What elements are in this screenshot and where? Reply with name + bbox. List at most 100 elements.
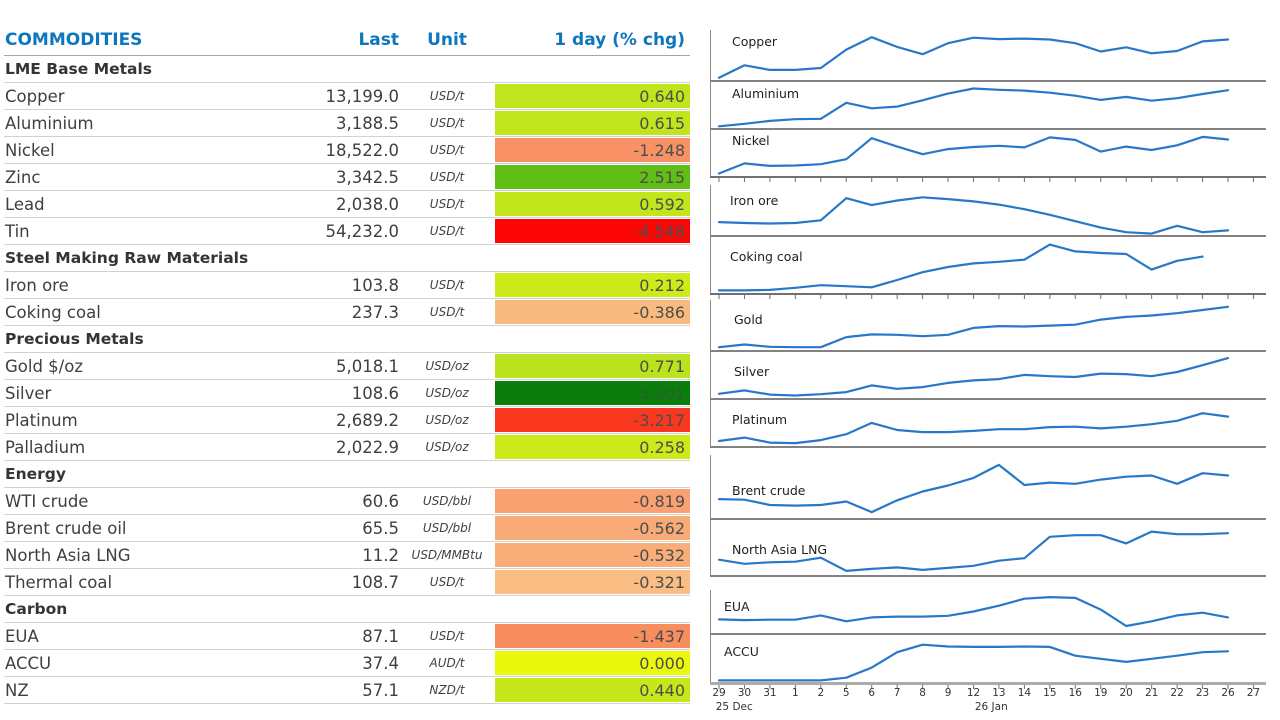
commodity-name: Brent crude oil bbox=[5, 518, 127, 538]
x-tick-label: 27 bbox=[1246, 687, 1261, 699]
last-value: 2,022.9 bbox=[336, 437, 399, 457]
unit-label: NZD/t bbox=[429, 683, 465, 697]
x-tick-label: 5 bbox=[842, 687, 850, 699]
x-tick-label: 8 bbox=[919, 687, 926, 699]
sparkline-north-asia-lng bbox=[717, 530, 1230, 573]
section-title: Energy bbox=[5, 465, 66, 483]
last-value: 37.4 bbox=[362, 653, 399, 673]
last-value: 60.6 bbox=[362, 491, 399, 511]
sparkline-gold bbox=[717, 305, 1230, 349]
chart-label-accu: ACCU bbox=[724, 644, 759, 659]
chart-label-brent-crude: Brent crude bbox=[732, 483, 806, 498]
commodity-name: Tin bbox=[5, 221, 30, 241]
unit-label: USD/MMBtu bbox=[411, 548, 483, 562]
chart-label-platinum: Platinum bbox=[732, 412, 788, 427]
commodity-name: Lead bbox=[5, 194, 45, 214]
one-day-change-cell: -3.217 bbox=[495, 408, 690, 432]
x-sublabel: 25 Dec bbox=[715, 701, 753, 713]
table-row-eua: EUA 87.1 USD/t -1.437 bbox=[4, 623, 690, 650]
sparkline-panel-nickel: Nickel bbox=[710, 130, 1266, 182]
section-title: Steel Making Raw Materials bbox=[5, 249, 249, 267]
sparkline-svg-accu bbox=[710, 635, 1266, 689]
commodity-name: Iron ore bbox=[5, 275, 69, 295]
table-row-iron-ore: Iron ore 103.8 USD/t 0.212 bbox=[4, 272, 690, 299]
chart-label-nickel: Nickel bbox=[732, 133, 770, 148]
commodity-name: Copper bbox=[5, 86, 65, 106]
sparkline-panel-platinum: Platinum bbox=[710, 400, 1266, 448]
chart-group-2: Gold Silver Platinum bbox=[710, 300, 1266, 448]
sparkline-svg-eua bbox=[710, 590, 1266, 635]
table-row-north-asia-lng: North Asia LNG 11.2 USD/MMBtu -0.532 bbox=[4, 542, 690, 569]
sparkline-iron-ore bbox=[717, 196, 1230, 235]
x-tick-label: 26 bbox=[1221, 687, 1235, 699]
section-header-steel-making-raw-materials: Steel Making Raw Materials bbox=[4, 245, 690, 272]
last-value: 237.3 bbox=[351, 302, 399, 322]
one-day-change-cell: -1.248 bbox=[495, 138, 690, 162]
sparkline-svg-nickel bbox=[710, 130, 1266, 182]
chart-label-aluminium: Aluminium bbox=[732, 86, 800, 101]
sparkline-panel-iron-ore: Iron ore bbox=[710, 185, 1266, 237]
unit-label: USD/oz bbox=[425, 386, 469, 400]
one-day-change-cell: -0.819 bbox=[495, 489, 690, 513]
unit-label: USD/oz bbox=[425, 359, 469, 373]
table-row-accu: ACCU 37.4 AUD/t 0.000 bbox=[4, 650, 690, 677]
x-tick-label: 20 bbox=[1119, 687, 1133, 699]
unit-label: USD/t bbox=[429, 575, 465, 589]
commodity-name: Palladium bbox=[5, 437, 86, 457]
unit-label: AUD/t bbox=[429, 656, 465, 670]
sparkline-panel-brent-crude: Brent crude bbox=[710, 455, 1266, 520]
table-row-aluminium: Aluminium 3,188.5 USD/t 0.615 bbox=[4, 110, 690, 137]
table-row-lead: Lead 2,038.0 USD/t 0.592 bbox=[4, 191, 690, 218]
unit-label: USD/t bbox=[429, 197, 465, 211]
one-day-change-cell: -4.548 bbox=[495, 219, 690, 243]
sparkline-svg-north-asia-lng bbox=[710, 520, 1266, 577]
sparkline-panel-eua: EUA bbox=[710, 590, 1266, 635]
commodity-name: Aluminium bbox=[5, 113, 94, 133]
commodity-name: ACCU bbox=[5, 653, 52, 673]
sparkline-accu bbox=[717, 643, 1230, 682]
sparkline-panel-copper: Copper bbox=[710, 30, 1266, 82]
chart-x-axis-labels: 29 30 31 1 2 5 6 7 8 9 12 13 14 15 16 19 20 21 22 23 26 27 25 … bbox=[710, 687, 1266, 717]
table-row-silver: Silver 108.6 USD/oz 5.201 bbox=[4, 380, 690, 407]
one-day-change-cell: 0.592 bbox=[495, 192, 690, 216]
table-row-zinc: Zinc 3,342.5 USD/t 2.515 bbox=[4, 164, 690, 191]
chart-label-silver: Silver bbox=[734, 364, 770, 379]
last-value: 11.2 bbox=[362, 545, 399, 565]
one-day-change-cell: 0.440 bbox=[495, 678, 690, 702]
one-day-change-cell: -0.532 bbox=[495, 543, 690, 567]
table-row-brent-crude-oil: Brent crude oil 65.5 USD/bbl -0.562 bbox=[4, 515, 690, 542]
section-header-lme-base-metals: LME Base Metals bbox=[4, 56, 690, 83]
commodity-name: Nickel bbox=[5, 140, 55, 160]
table-body: LME Base Metals Copper 13,199.0 USD/t 0.640 A… bbox=[4, 56, 690, 704]
one-day-change-cell: 2.515 bbox=[495, 165, 690, 189]
sparkline-eua bbox=[717, 595, 1230, 628]
last-value: 5,018.1 bbox=[336, 356, 399, 376]
sparkline-aluminium bbox=[717, 87, 1230, 128]
one-day-change-cell: 0.771 bbox=[495, 354, 690, 378]
sparkline-copper bbox=[717, 36, 1230, 79]
x-sublabel: 26 Jan bbox=[974, 701, 1008, 713]
last-value: 13,199.0 bbox=[325, 86, 399, 106]
x-tick-label: 15 bbox=[1043, 687, 1057, 699]
last-value: 3,188.5 bbox=[336, 113, 399, 133]
unit-label: USD/t bbox=[429, 629, 465, 643]
chart-label-north-asia-lng: North Asia LNG bbox=[732, 542, 828, 557]
table-header-row: COMMODITIES Last Unit 1 day (% chg) bbox=[4, 25, 690, 56]
x-tick-label: 12 bbox=[966, 687, 981, 699]
table-row-wti-crude: WTI crude 60.6 USD/bbl -0.819 bbox=[4, 488, 690, 515]
unit-label: USD/oz bbox=[425, 413, 469, 427]
section-header-carbon: Carbon bbox=[4, 596, 690, 623]
chart-group-4: EUA ACCU bbox=[710, 590, 1266, 689]
table-row-palladium: Palladium 2,022.9 USD/oz 0.258 bbox=[4, 434, 690, 461]
chart-label-iron-ore: Iron ore bbox=[730, 193, 779, 208]
sparkline-svg-iron-ore bbox=[710, 185, 1266, 237]
sparkline-panel-coking-coal: Coking coal bbox=[710, 237, 1266, 299]
commodity-name: Gold $/oz bbox=[5, 356, 83, 376]
unit-label: USD/t bbox=[429, 224, 465, 238]
section-title: Precious Metals bbox=[5, 330, 144, 348]
header-1day-chg: 1 day (% chg) bbox=[554, 30, 685, 50]
one-day-change-cell: 5.201 bbox=[495, 381, 690, 405]
sparkline-coking-coal bbox=[717, 243, 1204, 292]
sparkline-svg-platinum bbox=[710, 400, 1266, 448]
commodity-name: Coking coal bbox=[5, 302, 101, 322]
